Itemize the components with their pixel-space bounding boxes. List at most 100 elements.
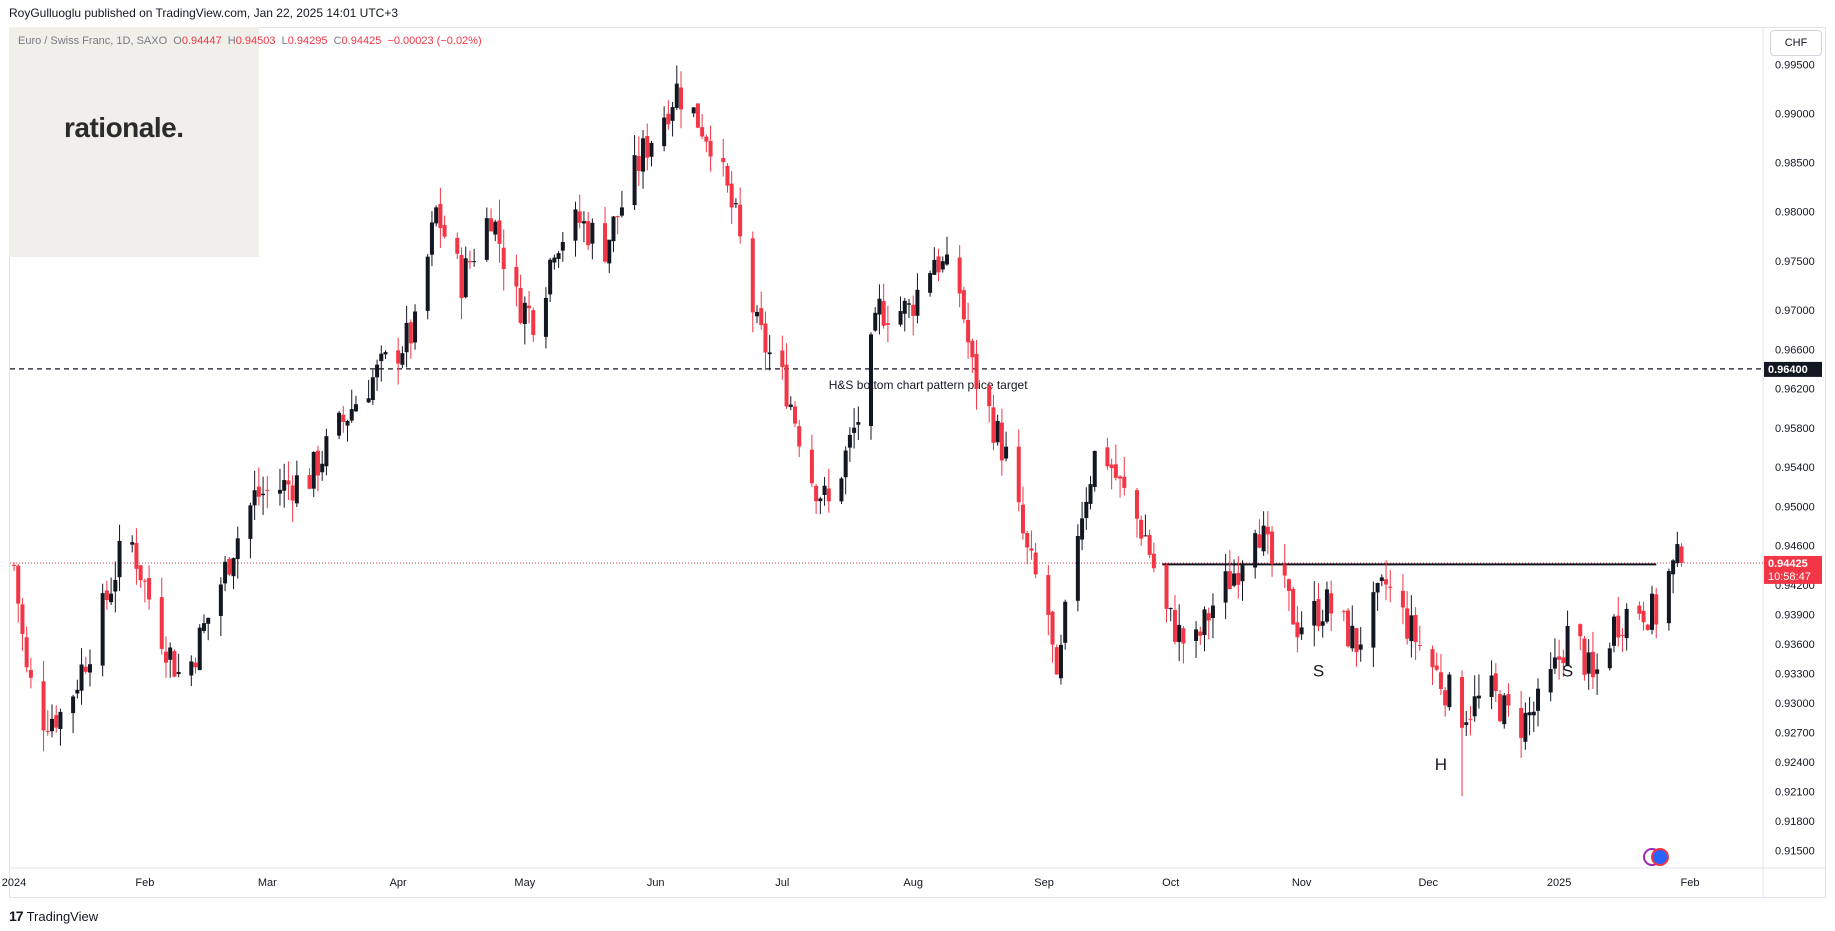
candle-body[interactable] [134, 543, 139, 569]
candle-body[interactable] [1227, 571, 1232, 590]
candle-body[interactable] [484, 218, 489, 260]
candle-body[interactable] [176, 672, 181, 675]
candle-body[interactable] [16, 565, 21, 604]
candle-body[interactable] [691, 107, 696, 114]
candle-body[interactable] [277, 489, 282, 494]
candle-body[interactable] [41, 681, 46, 731]
candle-body[interactable] [1134, 490, 1139, 519]
candle-body[interactable] [1206, 613, 1211, 621]
candle-body[interactable] [1194, 629, 1199, 641]
candle-body[interactable] [763, 323, 768, 353]
candle-body[interactable] [1586, 652, 1591, 674]
candle-body[interactable] [1025, 533, 1030, 548]
candle-body[interactable] [345, 420, 350, 426]
candle-body[interactable] [1075, 535, 1080, 601]
candle-body[interactable] [1265, 526, 1270, 535]
candle-body[interactable] [1506, 694, 1511, 706]
candle-body[interactable] [898, 311, 903, 325]
candle-body[interactable] [974, 353, 979, 389]
candle-body[interactable] [1016, 446, 1021, 503]
candle-body[interactable] [1168, 608, 1173, 610]
candle-body[interactable] [1409, 615, 1414, 642]
candle-body[interactable] [1063, 601, 1068, 643]
candle-body[interactable] [729, 183, 734, 208]
candle-body[interactable] [1329, 593, 1334, 614]
candle-body[interactable] [615, 216, 620, 218]
candle-body[interactable] [429, 222, 434, 255]
candle-body[interactable] [721, 158, 726, 163]
candle-body[interactable] [231, 558, 236, 577]
candle-body[interactable] [1312, 600, 1317, 626]
candle-body[interactable] [1616, 615, 1621, 638]
candle-body[interactable] [1346, 610, 1351, 647]
candle-body[interactable] [556, 253, 561, 259]
candle-body[interactable] [1282, 564, 1287, 576]
candle-body[interactable] [700, 127, 705, 137]
candle-body[interactable] [1371, 592, 1376, 648]
candle-body[interactable] [607, 239, 612, 264]
candle-body[interactable] [459, 254, 464, 299]
candle-body[interactable] [1172, 609, 1177, 642]
candle-body[interactable] [100, 593, 105, 666]
candle-body[interactable] [383, 352, 388, 355]
candle-body[interactable] [467, 260, 472, 263]
candle-body[interactable] [463, 258, 468, 298]
candle-body[interactable] [522, 302, 527, 324]
candle-body[interactable] [704, 136, 709, 142]
candle-body[interactable] [636, 156, 641, 171]
candle-body[interactable] [1058, 644, 1063, 679]
candle-body[interactable] [645, 135, 650, 158]
candle-body[interactable] [1147, 535, 1152, 555]
candle-body[interactable] [881, 300, 886, 326]
candle-body[interactable] [679, 87, 684, 110]
candle-body[interactable] [518, 287, 523, 323]
candle-body[interactable] [670, 107, 675, 121]
candle-body[interactable] [79, 664, 84, 691]
candle-body[interactable] [472, 261, 477, 263]
candle-body[interactable] [1177, 624, 1182, 642]
candle-body[interactable] [1046, 575, 1051, 615]
candle-body[interactable] [117, 540, 122, 578]
candle-body[interactable] [1552, 657, 1557, 669]
candle-body[interactable] [142, 580, 147, 582]
candle-body[interactable] [109, 593, 114, 603]
candle-body[interactable] [1565, 625, 1570, 666]
candle-body[interactable] [1109, 464, 1114, 469]
candle-body[interactable] [1105, 447, 1110, 467]
candle-body[interactable] [1460, 676, 1465, 728]
candle-body[interactable] [1236, 572, 1241, 585]
candle-body[interactable] [755, 311, 760, 317]
candle-body[interactable] [353, 404, 358, 412]
candle-body[interactable] [45, 730, 50, 732]
candle-body[interactable] [1607, 648, 1612, 669]
candle-body[interactable] [999, 422, 1004, 461]
candle-body[interactable] [603, 223, 608, 262]
candle-body[interactable] [87, 664, 92, 673]
candle-body[interactable] [1582, 638, 1587, 675]
candle-body[interactable] [1679, 546, 1684, 563]
candle-body[interactable] [1118, 476, 1123, 479]
candle-body[interactable] [957, 257, 962, 294]
candle-body[interactable] [695, 103, 700, 128]
candle-body[interactable] [1476, 695, 1481, 699]
candle-body[interactable] [193, 662, 198, 668]
candle-body[interactable] [552, 257, 557, 263]
candle-body[interactable] [1240, 565, 1245, 582]
candle-body[interactable] [1493, 673, 1498, 692]
candle-body[interactable] [501, 247, 506, 269]
candle-body[interactable] [1270, 531, 1275, 564]
candle-body[interactable] [1341, 611, 1346, 613]
candle-body[interactable] [1257, 534, 1262, 548]
candle-body[interactable] [1675, 544, 1680, 564]
candle-body[interactable] [370, 377, 375, 401]
candle-body[interactable] [1405, 608, 1410, 639]
candle-body[interactable] [1578, 624, 1583, 637]
candle-body[interactable] [1637, 605, 1642, 614]
candle-body[interactable] [404, 322, 409, 353]
currency-button[interactable]: CHF [1770, 30, 1822, 56]
candle-body[interactable] [1379, 577, 1384, 581]
candle-body[interactable] [911, 304, 916, 316]
candle-body[interactable] [1624, 608, 1629, 639]
candle-body[interactable] [784, 364, 789, 407]
